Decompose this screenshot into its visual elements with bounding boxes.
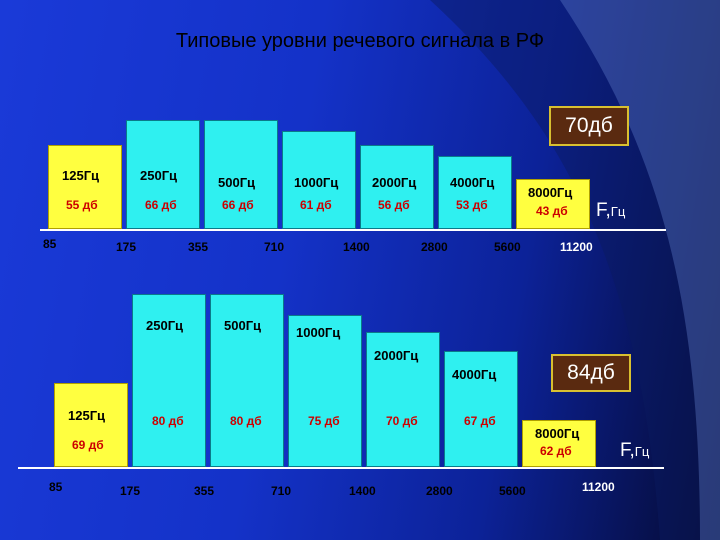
band-bar-8000 [522,420,596,467]
band-db-value: 80 дб [152,414,184,428]
band-bar-4000 [438,156,512,229]
axis-tick-label: 2800 [421,240,448,254]
axis-tick-label: 710 [271,484,292,498]
band-bar-1000 [282,131,356,229]
band-bar-125 [48,145,122,229]
band-freq-label: 125Гц [68,408,106,423]
axis-tick-label: 175 [116,240,137,254]
axis-tick-label: 710 [264,240,285,254]
band-db-value: 61 дб [300,198,332,212]
band-db-value: 62 дб [540,444,572,458]
frequency-axis-label: F,Гц [596,200,626,221]
band-db-value: 66 дб [145,198,177,212]
band-bar-8000 [516,179,590,229]
axis-tick-label: 175 [120,484,141,498]
band-freq-label: 8000Гц [535,426,580,441]
band-bar-4000 [444,351,518,467]
band-freq-label: 2000Гц [374,348,419,363]
band-db-value: 56 дб [378,198,410,212]
band-db-value: 43 дб [536,204,568,218]
band-bar-250 [132,294,206,467]
band-db-value: 66 дб [222,198,254,212]
band-freq-label: 8000Гц [528,185,573,200]
band-bar-1000 [288,315,362,467]
band-bar-500 [210,294,284,467]
band-bar-2000 [366,332,440,467]
overall-level-box: 84дб [551,354,631,392]
slide-title: Типовые уровни речевого сигнала в РФ [175,30,545,52]
band-bar-500 [204,120,278,229]
axis-tick-label: 11200 [560,240,593,254]
band-db-value: 69 дб [72,438,104,452]
band-freq-label: 500Гц [218,175,256,190]
band-db-value: 55 дб [66,198,98,212]
axis-tick-label: 5600 [494,240,521,254]
band-db-value: 70 дб [386,414,418,428]
frequency-axis-label: F,Гц [620,440,650,461]
axis-tick-label: 5600 [499,484,526,498]
band-freq-label: 125Гц [62,168,100,183]
frequency-axis [40,229,666,231]
frequency-axis [18,467,664,469]
axis-tick-label: 11200 [582,480,615,494]
axis-tick-label: 355 [194,484,215,498]
band-db-value: 75 дб [308,414,340,428]
axis-tick-label: 1400 [349,484,376,498]
axis-tick-label: 1400 [343,240,370,254]
band-freq-label: 500Гц [224,318,262,333]
axis-tick-label: 355 [188,240,209,254]
band-bar-250 [126,120,200,229]
band-bar-125 [54,383,128,467]
axis-tick-label: 85 [49,480,63,494]
axis-tick-label: 85 [43,237,57,251]
overall-level-box: 70дб [549,106,629,146]
axis-tick-label: 2800 [426,484,453,498]
band-freq-label: 1000Гц [294,175,339,190]
band-freq-label: 4000Гц [452,367,497,382]
band-freq-label: 250Гц [140,168,178,183]
band-freq-label: 250Гц [146,318,184,333]
band-db-value: 80 дб [230,414,262,428]
band-freq-label: 2000Гц [372,175,417,190]
band-db-value: 67 дб [464,414,496,428]
band-db-value: 53 дб [456,198,488,212]
band-bar-2000 [360,145,434,229]
band-freq-label: 4000Гц [450,175,495,190]
band-freq-label: 1000Гц [296,325,341,340]
